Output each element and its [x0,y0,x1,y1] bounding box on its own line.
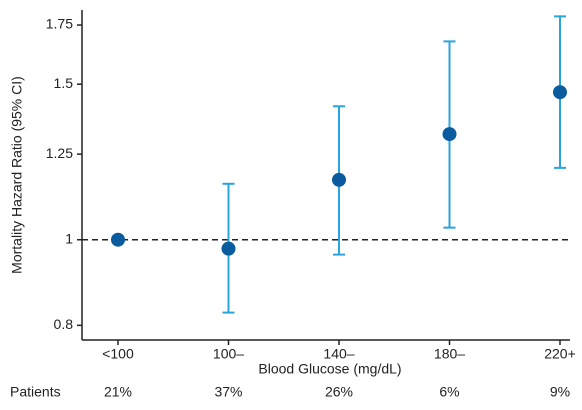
patients-value: 26% [325,384,353,400]
point [221,241,236,256]
patients-label: Patients [10,384,61,400]
y-tick-label: 0.8 [54,316,74,332]
x-tick-label: 100– [213,346,244,362]
x-tick-label: 220+ [544,346,576,362]
y-tick-label: 1.5 [54,75,74,91]
x-tick-label: <100 [102,346,134,362]
point [332,172,346,187]
patients-value: 6% [439,384,459,400]
x-tick-label: 140– [323,346,354,362]
point [111,232,125,247]
y-axis-label: Mortality Hazard Ratio (95% CI) [9,76,25,274]
point [553,85,567,100]
patients-value: 37% [214,384,242,400]
patients-value: 21% [104,384,132,400]
x-tick-label: 180– [434,346,465,362]
y-tick-label: 1 [65,230,73,246]
x-axis-label: Blood Glucose (mg/dL) [258,361,401,377]
point [442,127,457,142]
y-tick-label: 1.75 [46,16,73,32]
y-tick-label: 1.25 [46,145,73,161]
patients-value: 9% [550,384,570,400]
